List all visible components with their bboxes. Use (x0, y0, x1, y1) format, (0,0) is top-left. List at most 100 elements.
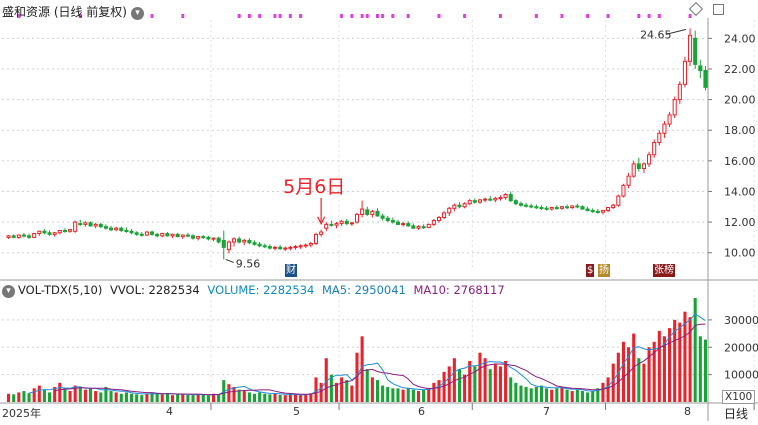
candle-body (262, 245, 267, 248)
volume-bar (693, 298, 697, 402)
candle-body (21, 234, 26, 237)
candle-body (508, 194, 513, 202)
candle-body (677, 83, 682, 101)
volume-bar (258, 392, 262, 402)
candle-body (360, 208, 365, 215)
candle-body (47, 232, 52, 235)
candle-body (457, 204, 462, 208)
volume-bar (237, 389, 241, 402)
year-label: 2025年 (2, 407, 41, 420)
candle-body (329, 223, 334, 226)
volume-bar (145, 393, 149, 402)
price-tick-label: 12.00 (724, 216, 756, 229)
yang-event-badge[interactable]: 扬 (598, 264, 610, 277)
candle-body (144, 231, 149, 236)
volume-bar (130, 393, 134, 402)
candle-body (652, 141, 657, 156)
finance-event-badge[interactable]: 财 (285, 264, 297, 277)
signal-dot (391, 14, 395, 18)
volume-bar (355, 352, 359, 402)
period-selector[interactable]: 日线 (724, 407, 749, 421)
chevron-down-icon[interactable]: ▾ (2, 285, 15, 298)
volume-bar (252, 393, 257, 402)
candle-body (216, 237, 221, 243)
candle-body (595, 210, 600, 213)
candle-body (370, 210, 375, 215)
volume-bar (345, 380, 349, 402)
candle-body (27, 235, 32, 238)
square-icon[interactable] (713, 4, 724, 15)
high-pointer-line (665, 28, 687, 35)
volume-tick-label: 10000 (724, 369, 758, 382)
price-tick-label: 16.00 (724, 155, 756, 168)
ma10-value: MA10: 2768117 (413, 283, 505, 297)
volume-bar (109, 391, 113, 402)
volume-bar (570, 391, 574, 402)
candle-body (349, 222, 354, 225)
candle-body (231, 238, 237, 243)
volume-bar (365, 369, 369, 402)
signal-dot (150, 14, 154, 18)
stock-title[interactable]: 盛和资源 (日线 前复权) ▾ (2, 3, 144, 20)
candle-body (518, 203, 524, 206)
candle-body (73, 221, 78, 232)
volume-bar (206, 395, 210, 402)
candle-body (109, 227, 114, 231)
volume-bar (114, 392, 118, 402)
signal-dot (350, 14, 354, 18)
candle-body (155, 233, 160, 237)
candle-body (390, 220, 395, 223)
candle-body (6, 235, 11, 238)
candle-body (539, 207, 544, 210)
candle-body (431, 220, 436, 225)
vvol-value: VVOL: 2282534 (110, 283, 200, 297)
volume-bar (150, 392, 154, 402)
volume-bar (591, 391, 595, 402)
volume-bar (452, 358, 456, 402)
candle-body (68, 229, 73, 232)
volume-bar (319, 382, 323, 402)
candle-body (288, 246, 293, 249)
candle-body (636, 163, 641, 169)
price-tick-label: 10.00 (724, 247, 756, 260)
candle-body (411, 225, 416, 229)
volume-bar (48, 392, 52, 402)
candle-body (185, 234, 190, 237)
volume-bar (42, 389, 46, 402)
volume-bar (652, 341, 656, 402)
volume-bar (124, 392, 128, 402)
volume-bar (386, 386, 390, 402)
price-tick-label: 18.00 (724, 124, 756, 137)
candle-body (590, 210, 595, 213)
candlesticks (6, 28, 708, 260)
candle-body (688, 34, 693, 62)
volume-bar (498, 366, 503, 402)
candle-body (498, 197, 503, 200)
candle-body (436, 216, 442, 222)
dollar-event-badge[interactable]: $ (586, 264, 595, 277)
volume-bar (22, 391, 26, 402)
candle-body (606, 207, 611, 212)
candle-body (375, 210, 380, 217)
candle-body (488, 198, 493, 201)
volume-bar (575, 389, 579, 402)
chevron-down-icon[interactable]: ▾ (131, 7, 144, 20)
candle-body (93, 223, 98, 227)
volume-bar (242, 391, 246, 402)
volume-bar (668, 328, 672, 402)
vol-indicator-name[interactable]: VOL-TDX(5,10) (18, 283, 103, 297)
candle-body (103, 226, 108, 229)
price-annotations: 24.65 9.56 5月6日 (225, 28, 687, 270)
volume-bar (288, 394, 292, 402)
candle-body (324, 223, 329, 229)
volume-bar (89, 388, 93, 402)
volume-ma-lines (28, 313, 706, 396)
limit-up-list-badge[interactable]: 张榜 (653, 264, 675, 277)
signal-dot (78, 14, 82, 18)
candle-body (308, 243, 313, 246)
volume-bar (181, 393, 185, 402)
volume-bar (350, 385, 354, 402)
candle-body (293, 246, 298, 249)
month-label-8: 8 (684, 405, 691, 418)
volume-bar (73, 385, 77, 402)
